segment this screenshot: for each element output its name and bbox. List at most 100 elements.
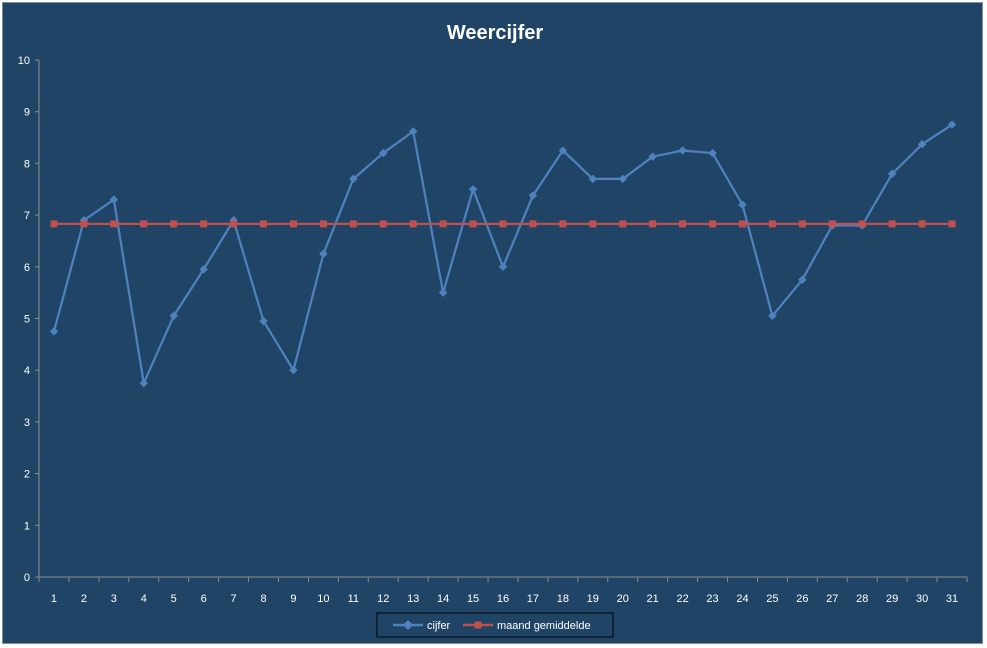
data-point-cijfer <box>408 127 418 136</box>
x-tick-label: 15 <box>467 593 479 605</box>
data-point-maand-gemiddelde <box>140 220 148 228</box>
data-point-maand-gemiddelde <box>529 220 537 228</box>
data-point-maand-gemiddelde <box>918 220 926 228</box>
data-point-cijfer <box>498 262 508 272</box>
x-tick-label: 22 <box>676 593 688 605</box>
data-point-maand-gemiddelde <box>469 220 477 228</box>
series-line-cijfer <box>52 123 953 385</box>
x-tick-label: 27 <box>826 593 838 605</box>
y-tick-label: 9 <box>24 107 30 119</box>
data-point-maand-gemiddelde <box>589 220 597 228</box>
x-tick-label: 6 <box>201 593 207 605</box>
legend-label-maand-gemiddelde: maand gemiddelde <box>497 620 591 632</box>
y-tick-label: 2 <box>24 469 30 481</box>
y-tick-label: 6 <box>24 262 30 274</box>
x-tick-label: 17 <box>527 593 539 605</box>
x-tick-label: 18 <box>557 593 569 605</box>
y-tick-label: 5 <box>24 314 30 326</box>
x-tick-label: 2 <box>81 593 87 605</box>
x-tick-label: 23 <box>706 593 718 605</box>
data-point-maand-gemiddelde <box>768 220 776 228</box>
x-tick-label: 13 <box>407 593 419 605</box>
x-tick-label: 12 <box>377 593 389 605</box>
legend-marker-cijfer <box>403 620 413 630</box>
data-point-maand-gemiddelde <box>409 220 417 228</box>
data-point-cijfer <box>289 365 298 375</box>
data-point-cijfer <box>468 185 478 194</box>
y-tick-label: 4 <box>24 365 30 377</box>
data-point-maand-gemiddelde <box>349 220 357 228</box>
data-point-cijfer <box>199 265 208 274</box>
x-tick-label: 1 <box>51 593 57 605</box>
y-tick-label: 8 <box>24 158 30 170</box>
y-tick-label: 3 <box>24 417 30 429</box>
data-point-cijfer <box>49 327 59 336</box>
x-tick-label: 9 <box>290 593 296 605</box>
x-tick-label: 10 <box>317 593 329 605</box>
x-tick-label: 5 <box>171 593 177 605</box>
x-tick-label: 11 <box>348 593 359 605</box>
x-tick-label: 19 <box>587 593 599 605</box>
data-point-cijfer <box>798 275 807 284</box>
data-point-maand-gemiddelde <box>888 220 896 228</box>
x-tick-label: 20 <box>617 593 629 605</box>
data-point-maand-gemiddelde <box>319 220 327 228</box>
data-point-maand-gemiddelde <box>948 220 956 228</box>
y-tick-label: 0 <box>24 572 30 584</box>
data-point-maand-gemiddelde <box>709 220 717 228</box>
chart-title: Weercijfer <box>447 22 544 44</box>
data-point-cijfer <box>768 311 777 321</box>
y-tick-label: 10 <box>18 55 30 67</box>
data-point-maand-gemiddelde <box>289 220 297 228</box>
data-point-maand-gemiddelde <box>439 220 447 228</box>
y-tick-label: 1 <box>24 520 30 532</box>
x-tick-label: 21 <box>647 593 659 605</box>
x-tick-label: 16 <box>497 593 509 605</box>
data-point-maand-gemiddelde <box>260 220 268 228</box>
x-tick-label: 30 <box>916 593 928 605</box>
x-tick-label: 29 <box>886 593 898 605</box>
x-tick-label: 25 <box>766 593 778 605</box>
data-point-maand-gemiddelde <box>170 220 178 228</box>
data-point-cijfer <box>438 288 448 297</box>
x-tick-label: 28 <box>856 593 868 605</box>
data-point-maand-gemiddelde <box>679 220 687 228</box>
data-point-cijfer <box>139 378 149 388</box>
legend-marker-maand-gemiddelde <box>474 621 482 629</box>
x-tick-label: 3 <box>111 593 117 605</box>
data-point-cijfer <box>349 174 358 184</box>
data-point-maand-gemiddelde <box>858 220 866 228</box>
x-tick-label: 8 <box>260 593 266 605</box>
y-tick-label: 7 <box>24 210 30 222</box>
data-point-maand-gemiddelde <box>499 220 507 228</box>
x-tick-label: 4 <box>141 593 147 605</box>
data-point-maand-gemiddelde <box>738 220 746 228</box>
data-point-cijfer <box>169 311 178 321</box>
x-tick-label: 31 <box>946 593 958 605</box>
legend-label-cijfer: cijfer <box>427 620 451 632</box>
data-point-cijfer <box>678 146 687 155</box>
x-tick-label: 14 <box>437 593 449 605</box>
legend: cijfer maand gemiddelde <box>376 612 614 638</box>
data-point-maand-gemiddelde <box>200 220 208 228</box>
data-point-maand-gemiddelde <box>649 220 657 228</box>
data-point-cijfer <box>379 148 388 158</box>
data-point-maand-gemiddelde <box>50 220 58 228</box>
data-point-maand-gemiddelde <box>828 220 836 228</box>
series-layer <box>49 120 957 388</box>
data-point-maand-gemiddelde <box>798 220 806 228</box>
data-point-cijfer <box>319 249 328 259</box>
data-point-maand-gemiddelde <box>619 220 627 228</box>
data-point-cijfer <box>109 195 119 204</box>
data-point-maand-gemiddelde <box>230 220 238 228</box>
data-point-maand-gemiddelde <box>559 220 567 228</box>
data-point-maand-gemiddelde <box>110 220 118 228</box>
legend-box <box>376 612 614 638</box>
x-tick-label: 24 <box>736 593 748 605</box>
data-point-maand-gemiddelde <box>379 220 387 228</box>
x-tick-label: 7 <box>231 593 237 605</box>
data-point-cijfer <box>259 316 268 326</box>
